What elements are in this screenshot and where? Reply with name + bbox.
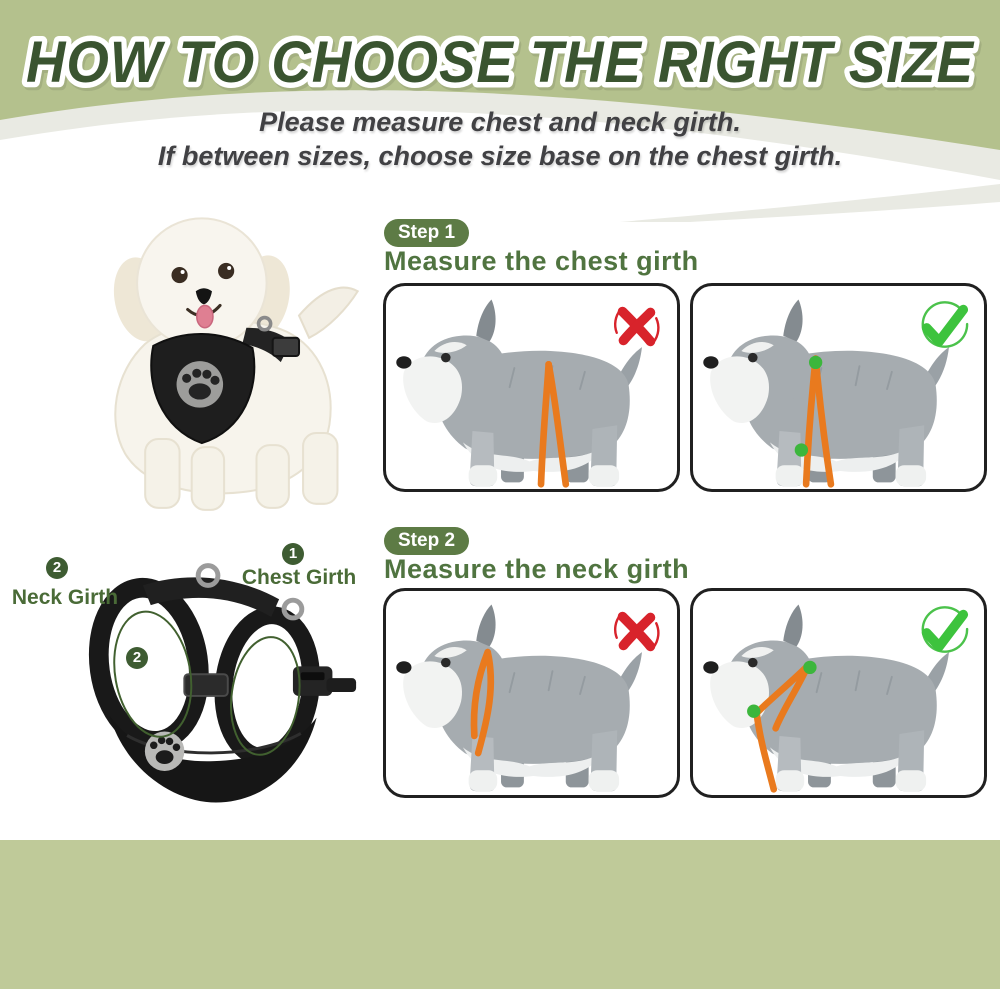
step1-badge: Step 1 (384, 219, 470, 247)
step2-wrong-photo (383, 588, 680, 798)
size-table: Size XXXS XXS XS S M L Chest Girth (in) … (0, 840, 1000, 989)
schnauzer-wrong-chest (395, 298, 643, 488)
schnauzer-correct-chest (702, 298, 950, 488)
chest-girth-label: Chest Girth (241, 566, 357, 589)
subtitle-line-2: If between sizes, choose size base on th… (157, 141, 843, 171)
step2-correct-photo (690, 588, 987, 798)
schnauzer-wrong-neck (395, 603, 643, 793)
step1-wrong-photo (383, 283, 680, 492)
harness-product-image (88, 563, 357, 803)
step2-badge: Step 2 (384, 527, 470, 555)
page-title-art: HOW TO CHOOSE THE RIGHT SIZE (21, 25, 980, 101)
measure-point-dot (794, 443, 809, 457)
check-mark-icon (914, 604, 972, 658)
step2-instruction: Measure the neck girth (384, 554, 690, 584)
measure-point-dot (803, 660, 817, 675)
neck-girth-marker: 2 (46, 557, 68, 579)
neck-girth-loop-outline (113, 610, 193, 738)
chest-girth-loop-outline (230, 636, 301, 756)
measure-point-dot (808, 355, 823, 370)
header-swoosh-background (0, 0, 1000, 222)
neck-girth-label: Neck Girth (11, 586, 119, 609)
model-dog-photo (113, 217, 360, 511)
schnauzer-correct-neck (702, 603, 950, 793)
x-mark-icon (607, 604, 665, 658)
page-title: HOW TO CHOOSE THE RIGHT SIZE (26, 30, 975, 95)
measure-point-dot (747, 704, 761, 718)
check-mark-icon (914, 299, 972, 353)
x-mark-icon (607, 299, 665, 353)
neck-loop-marker: 2 (126, 647, 148, 669)
step1-correct-photo (690, 283, 987, 492)
chest-girth-marker: 1 (282, 543, 304, 565)
subtitle-line-1: Please measure chest and neck girth. (259, 107, 741, 137)
step1-instruction: Measure the chest girth (384, 246, 699, 276)
